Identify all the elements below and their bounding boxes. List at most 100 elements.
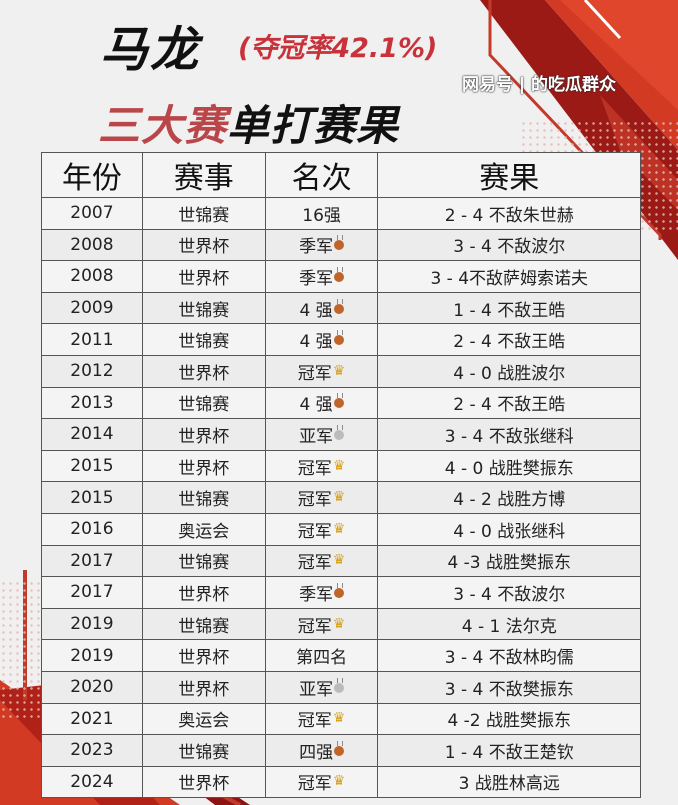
cell-result-text: 3 - 4 不敌樊振东 [444, 679, 574, 700]
cell-year-text: 2023 [70, 740, 114, 761]
cell-rank: 冠军♛ [264, 702, 379, 736]
cell-result-text: 3 - 4 不敌波尔 [453, 237, 566, 258]
cell-rank-text: 冠军 [297, 490, 332, 511]
trophy-icon: ♛ [332, 552, 346, 569]
cell-rank-text: 冠军 [297, 774, 332, 795]
cell-event-text: 世锦赛 [178, 742, 230, 763]
cell-year: 2019 [41, 639, 143, 672]
cell-rank: 第四名 [264, 639, 379, 672]
cell-year: 2015 [41, 449, 143, 483]
cell-rank: 季军 [264, 576, 379, 609]
cell-year-text: 2015 [70, 487, 114, 508]
cell-rank-text: 冠军 [297, 553, 332, 574]
cell-result-text: 2 - 4 不敌王皓 [453, 332, 566, 353]
cell-event-text: 世界杯 [178, 774, 230, 795]
cell-year-text: 2008 [70, 234, 114, 255]
cell-result-text: 3 - 4不敌萨姆索诺夫 [430, 268, 589, 289]
bronze-medal-icon [334, 235, 345, 251]
cell-rank-text: 冠军 [297, 616, 332, 637]
cell-year-text: 2013 [70, 392, 114, 413]
table-row: 2012 世界杯 冠军♛ 4 - 0 战胜波尔 [41, 354, 641, 388]
cell-rank-text: 冠军 [297, 458, 332, 479]
cell-result-text: 4 - 2 战胜方博 [453, 490, 566, 511]
cell-result: 4 - 0 战张继科 [377, 512, 641, 546]
cell-rank: 4 强 [264, 323, 379, 356]
table-row: 2023 世锦赛 四强 1 - 4 不敌王楚钦 [41, 734, 641, 767]
trophy-icon: ♛ [332, 457, 346, 474]
cell-event-text: 世锦赛 [178, 332, 230, 353]
cell-result-text: 2 - 4 不敌王皓 [453, 395, 566, 416]
cell-event-text: 世锦赛 [178, 616, 230, 637]
cell-event: 世界杯 [141, 260, 266, 293]
cell-year-text: 2021 [70, 708, 114, 729]
cell-event: 世界杯 [141, 576, 266, 609]
cell-result: 4 -3 战胜樊振东 [377, 544, 641, 578]
cell-year: 2021 [41, 702, 143, 736]
cell-year-text: 2016 [70, 519, 114, 540]
bronze-medal-icon [334, 740, 345, 756]
cell-event: 世锦赛 [141, 481, 266, 514]
cell-rank: 季军 [264, 260, 379, 293]
cell-rank-text: 4 强 [299, 332, 333, 353]
cell-result: 3 - 4 不敌樊振东 [377, 670, 641, 704]
cell-rank-text: 冠军 [297, 521, 332, 542]
cell-event-text: 世界杯 [178, 363, 230, 384]
cell-rank-text: 4 强 [299, 395, 333, 416]
trophy-icon: ♛ [332, 520, 346, 537]
cell-rank-text: 冠军 [297, 363, 332, 384]
cell-year-text: 2007 [70, 203, 114, 224]
cell-rank-text: 亚军 [299, 426, 334, 447]
cell-event-text: 世锦赛 [178, 395, 230, 416]
cell-year: 2009 [41, 291, 143, 325]
title-win-rate: (夺冠率42.1%) [238, 33, 438, 64]
cell-result: 3 战胜林高远 [377, 765, 641, 799]
cell-year: 2011 [41, 323, 143, 356]
cell-event-text: 世锦赛 [178, 490, 230, 511]
cell-year-text: 2009 [70, 298, 114, 319]
cell-event: 奥运会 [141, 512, 266, 546]
cell-result: 2 - 4 不敌朱世赫 [377, 197, 641, 230]
cell-year: 2008 [41, 260, 143, 293]
table-row: 2016 奥运会 冠军♛ 4 - 0 战张继科 [41, 512, 641, 546]
trophy-icon: ♛ [332, 489, 346, 506]
cell-year: 2016 [41, 512, 143, 546]
cell-result: 4 - 1 法尔克 [377, 607, 641, 641]
silver-medal-icon [334, 677, 345, 693]
cell-year: 2008 [41, 228, 143, 262]
table-row: 2017 世界杯 季军 3 - 4 不敌波尔 [41, 576, 641, 609]
cell-result-text: 4 -3 战胜樊振东 [447, 553, 572, 574]
table-header-row: 年份 赛事 名次 赛果 [41, 152, 641, 198]
cell-event-text: 世界杯 [178, 237, 230, 258]
cell-year-text: 2024 [70, 771, 114, 792]
cell-rank-text: 季军 [299, 237, 334, 258]
table-row: 2017 世锦赛 冠军♛ 4 -3 战胜樊振东 [41, 544, 641, 578]
cell-event: 世界杯 [141, 449, 266, 483]
cell-year: 2019 [41, 607, 143, 641]
cell-result-text: 2 - 4 不敌朱世赫 [444, 205, 574, 226]
cell-year-text: 2011 [70, 329, 114, 350]
bronze-medal-icon [333, 393, 344, 409]
table-row: 2014 世界杯 亚军 3 - 4 不敌张继科 [41, 418, 641, 451]
cell-rank-text: 四强 [299, 742, 334, 763]
cell-year: 2017 [41, 576, 143, 609]
table-row: 2015 世锦赛 冠军♛ 4 - 2 战胜方博 [41, 481, 641, 514]
bronze-medal-icon [333, 330, 344, 346]
cell-rank: 冠军♛ [264, 354, 379, 388]
cell-year-text: 2017 [70, 550, 114, 571]
column-header-year: 年份 [41, 152, 143, 198]
cell-event-text: 奥运会 [178, 711, 230, 732]
cell-event-text: 世锦赛 [178, 553, 230, 574]
cell-event: 世锦赛 [141, 607, 266, 641]
cell-event: 世界杯 [141, 354, 266, 388]
subtitle: 三大赛单打赛果 [98, 92, 399, 153]
cell-event-text: 世界杯 [178, 584, 230, 605]
table-row: 2011 世锦赛 4 强 2 - 4 不敌王皓 [41, 323, 641, 356]
cell-result-text: 3 - 4 不敌张继科 [444, 426, 574, 447]
cell-result: 3 - 4 不敌张继科 [377, 418, 641, 451]
cell-year: 2023 [41, 734, 143, 767]
cell-rank: 冠军♛ [264, 607, 379, 641]
cell-result: 1 - 4 不敌王楚钦 [377, 734, 641, 767]
cell-rank: 冠军♛ [264, 481, 379, 514]
subtitle-red: 三大赛 [98, 101, 228, 150]
cell-event: 世界杯 [141, 670, 266, 704]
